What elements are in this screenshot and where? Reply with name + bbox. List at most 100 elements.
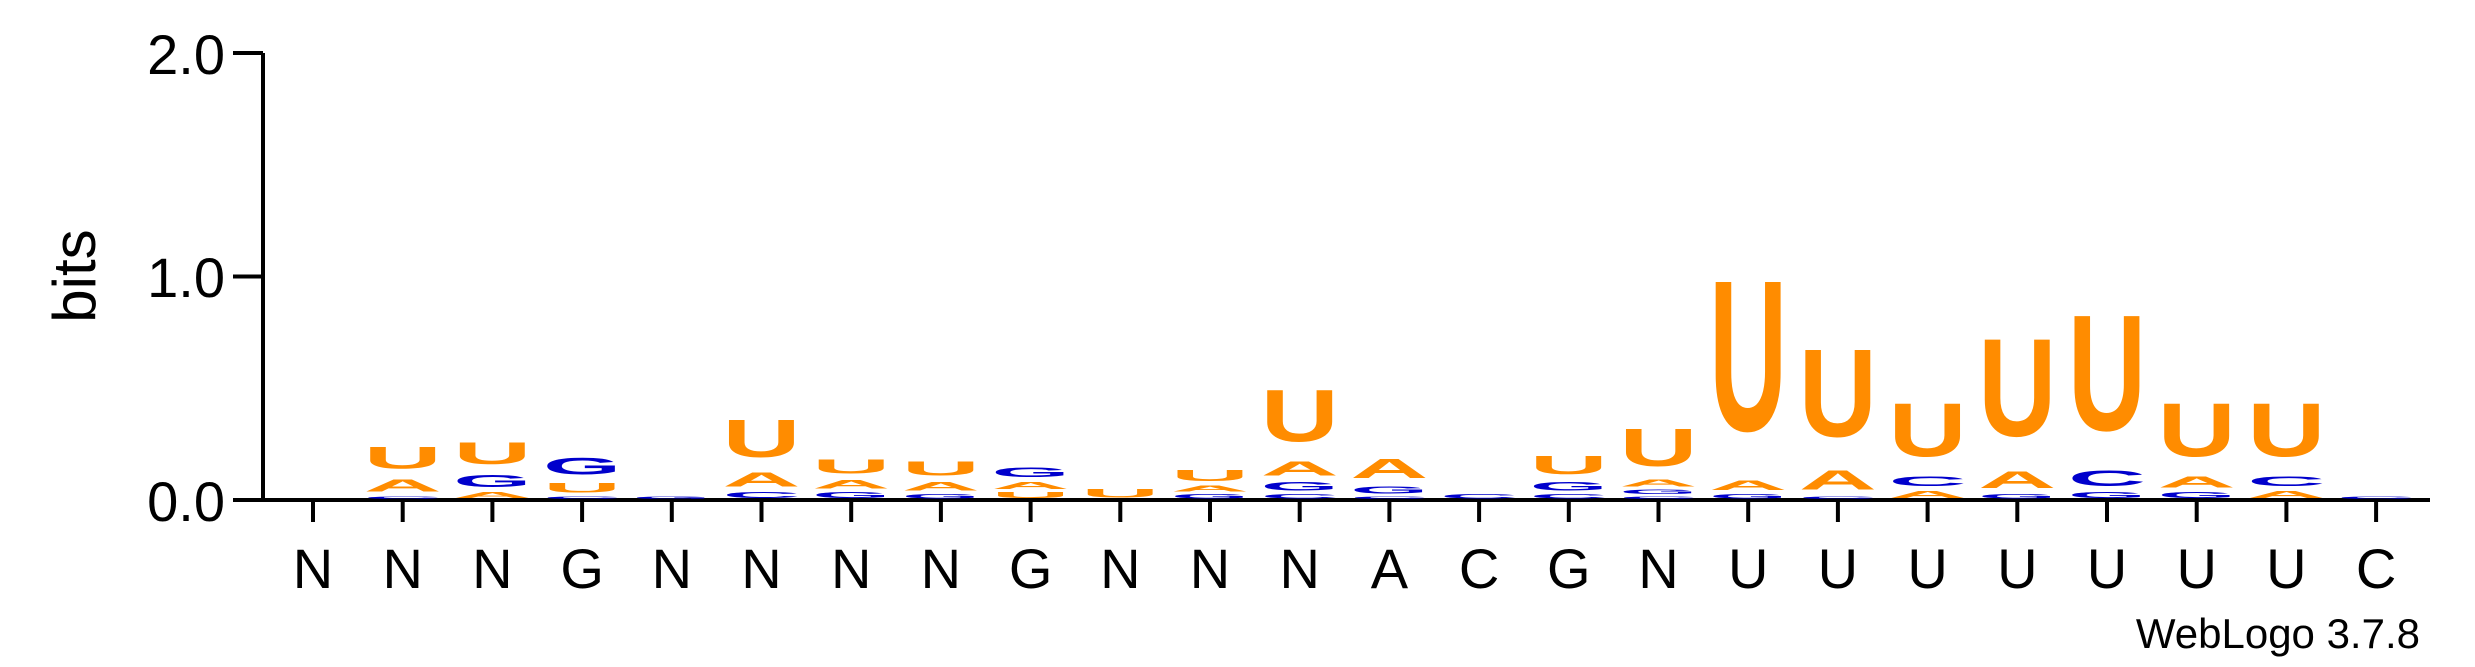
x-tick-label: N (1638, 537, 1678, 600)
x-tick-label: N (382, 537, 422, 600)
x-ticks (311, 500, 2379, 522)
logo-letter-c: C (2068, 466, 2146, 491)
logo-letter-a: A (1261, 458, 1339, 480)
x-tick-label: N (741, 537, 781, 600)
logo-letter-u: U (1799, 323, 1877, 464)
letter-stack: C (1440, 493, 1518, 500)
y-tick-label-2: 2.0 (147, 23, 225, 86)
x-tick-label: N (1190, 537, 1230, 600)
x-tick-label: U (2087, 537, 2127, 600)
logo-letter-u: U (1620, 418, 1698, 478)
logo-letter-u: U (2247, 388, 2325, 473)
logo-letter-g: G (992, 464, 1070, 480)
logo-letter-c: C (723, 491, 801, 500)
logo-letter-c: C (1261, 493, 1339, 500)
x-tick-label: C (1459, 537, 1499, 600)
logo-letter-g: G (902, 493, 980, 500)
logo-letter-g: G (2158, 491, 2236, 500)
x-tick-label: A (1371, 537, 1409, 600)
x-tick-label: N (1279, 537, 1319, 600)
x-tick-label: U (2266, 537, 2306, 600)
logo-letter-a: A (1889, 489, 1967, 500)
x-tick-label: G (1547, 537, 1591, 600)
letter-stack: GAU (1978, 310, 2056, 500)
logo-letter-u: U (2158, 388, 2236, 473)
letter-stack: CGA (1350, 453, 1428, 500)
x-tick-label: G (560, 537, 604, 600)
x-tick-label: U (1907, 537, 1947, 600)
logo-letter-u: U (1261, 374, 1339, 457)
logo-letter-c: C (2337, 496, 2415, 500)
logo-letter-c: C (1530, 493, 1608, 500)
x-tick-label: U (1728, 537, 1768, 600)
logo-letter-a: A (364, 476, 442, 496)
x-tick-label: N (652, 537, 692, 600)
letter-stack: AGU (453, 435, 531, 500)
logo-letter-a: A (1620, 478, 1698, 489)
logo-letter-a: A (723, 469, 801, 491)
logo-letter-a: A (1709, 478, 1787, 494)
axes: 0.0 1.0 2.0 bits (41, 23, 2430, 533)
letter-stack: GAU (1709, 237, 1787, 500)
logo-letter-c: C (1440, 493, 1518, 500)
logo-letter-a: A (1171, 484, 1249, 493)
logo-letter-c: C (1620, 496, 1698, 500)
logo-letter-u: U (364, 440, 442, 476)
x-tick-label: N (831, 537, 871, 600)
logo-letter-u: U (1081, 487, 1159, 500)
letter-stack: GAU (812, 456, 890, 501)
y-tick-label-1: 1.0 (147, 246, 225, 309)
logo-letter-u: U (1978, 310, 2056, 466)
letter-stack: C (2337, 496, 2415, 500)
logo-letter-g: G (543, 453, 621, 480)
logo-letter-g: G (1620, 489, 1698, 496)
letter-stack: G (633, 496, 711, 500)
x-tick-label: N (472, 537, 512, 600)
y-tick-label-0: 0.0 (147, 470, 225, 533)
letter-stack: UAG (992, 464, 1070, 500)
logo-letter-u: U (453, 435, 531, 471)
logo-letter-g: G (1709, 493, 1787, 500)
logo-letter-g: G (453, 471, 531, 491)
logo-letter-g: G (1530, 480, 1608, 493)
logo-letter-c: C (364, 496, 442, 500)
logo-letter-a: A (1350, 453, 1428, 484)
letter-stack: ACU (1889, 388, 1967, 500)
logo-letter-u: U (812, 456, 890, 478)
logo-letter-g: G (1261, 480, 1339, 493)
logo-letter-u: U (992, 491, 1070, 500)
logo-letter-c: C (1889, 473, 1967, 489)
x-tick-label: N (293, 537, 333, 600)
letter-stack: ACU (2247, 388, 2325, 500)
x-tick-label: N (921, 537, 961, 600)
logo-letter-c: C (2247, 473, 2325, 489)
letter-stack: GAU (2158, 388, 2236, 500)
letter-stack: CAU (364, 440, 442, 500)
logo-letter-a: A (453, 491, 531, 500)
letter-stack: CAU (1799, 323, 1877, 500)
logo-letter-u: U (1709, 237, 1787, 477)
x-tick-label: U (2176, 537, 2216, 600)
x-tick-label: N (1100, 537, 1140, 600)
logo-letter-a: A (992, 480, 1070, 491)
logo-letter-u: U (543, 480, 621, 496)
x-tick-label: C (2356, 537, 2396, 600)
logo-letter-g: G (1978, 493, 2056, 500)
logo-letter-g: G (633, 496, 711, 500)
logo-letter-g: G (812, 491, 890, 500)
logo-letter-a: A (1799, 464, 1877, 495)
logo-letter-u: U (723, 409, 801, 469)
x-tick-label: U (1997, 537, 2037, 600)
logo-letter-c: C (1350, 496, 1428, 500)
logo-letter-a: A (1978, 466, 2056, 493)
weblogo-version-footer: WebLogo 3.7.8 (2136, 610, 2420, 657)
letter-stack: GAU (902, 458, 980, 500)
logo-letter-u: U (1171, 467, 1249, 485)
logo-letter-u: U (2068, 280, 2146, 466)
letter-stack: CGU (1530, 451, 1608, 500)
